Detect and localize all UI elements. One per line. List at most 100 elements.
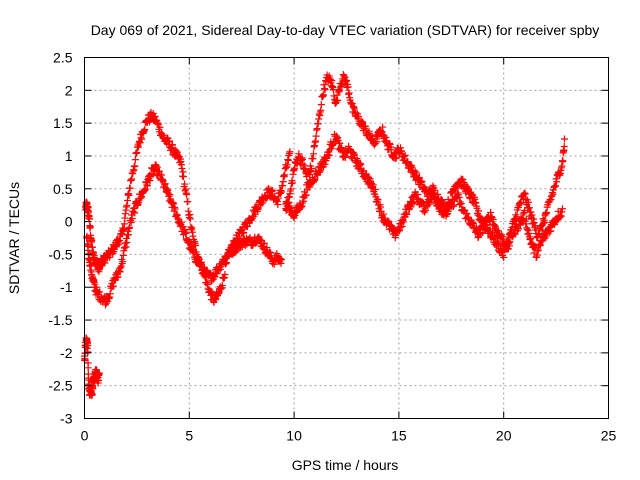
data-point <box>131 162 139 170</box>
data-point <box>274 201 282 209</box>
data-point <box>500 253 508 261</box>
data-point <box>516 221 524 229</box>
y-tick-label: -1 <box>60 279 73 295</box>
plot-frame <box>84 57 609 419</box>
data-point <box>221 270 229 278</box>
data-point <box>522 215 530 223</box>
data-point <box>552 182 560 190</box>
data-point <box>409 200 417 208</box>
data-point <box>84 242 92 250</box>
data-point <box>403 210 411 218</box>
data-point <box>481 225 489 233</box>
y-tick-label: 0.5 <box>53 181 73 197</box>
y-tick-label: -0.5 <box>48 246 72 262</box>
data-point <box>143 182 151 190</box>
data-point <box>334 96 342 104</box>
x-tick-label: 10 <box>286 428 302 444</box>
data-point <box>103 299 111 307</box>
y-tick-label: -3 <box>60 411 73 427</box>
data-point <box>119 257 127 265</box>
data-point <box>153 163 161 171</box>
data-point <box>156 123 164 131</box>
data-point <box>218 281 226 289</box>
chart-title: Day 069 of 2021, Sidereal Day-to-day VTE… <box>91 22 600 38</box>
data-point <box>262 194 270 202</box>
x-tick-label: 20 <box>496 428 512 444</box>
data-point <box>127 219 135 227</box>
data-point <box>528 211 536 219</box>
data-point <box>444 207 452 215</box>
data-point <box>169 141 177 149</box>
data-point <box>96 288 104 296</box>
data-point <box>560 135 568 143</box>
data-point <box>307 164 315 172</box>
data-point <box>126 223 134 231</box>
data-point <box>278 188 286 196</box>
data-point <box>95 369 103 377</box>
data-point <box>311 175 319 183</box>
data-point <box>316 167 324 175</box>
data-point <box>184 198 192 206</box>
x-tick-label: 0 <box>81 428 89 444</box>
data-point <box>371 139 379 147</box>
data-point <box>278 255 286 263</box>
data-point <box>401 151 409 159</box>
data-point <box>131 156 139 164</box>
data-point <box>506 238 514 246</box>
data-point <box>186 215 194 223</box>
data-point <box>396 223 404 231</box>
data-point <box>418 177 426 185</box>
data-point <box>180 173 188 181</box>
data-point <box>348 100 356 108</box>
data-point <box>269 187 277 195</box>
data-point <box>519 210 527 218</box>
data-point <box>431 186 439 194</box>
data-point <box>558 205 566 213</box>
data-point <box>406 162 414 170</box>
y-tick-label: -2.5 <box>48 378 72 394</box>
data-point <box>380 210 388 218</box>
y-tick-label: 0 <box>65 214 73 230</box>
y-tick-label: 1 <box>65 148 73 164</box>
data-point <box>128 215 136 223</box>
data-point <box>89 385 97 393</box>
data-point <box>333 98 341 106</box>
data-point <box>101 259 109 267</box>
data-point <box>411 167 419 175</box>
series-track-c <box>81 334 103 399</box>
data-point <box>415 173 423 181</box>
data-point <box>165 137 173 145</box>
data-point <box>341 73 349 81</box>
data-point <box>302 191 310 199</box>
data-point <box>404 158 412 166</box>
data-point <box>312 132 320 140</box>
data-point <box>136 139 144 147</box>
data-point <box>319 91 327 99</box>
data-point <box>123 238 131 246</box>
data-point <box>181 180 189 188</box>
data-point <box>106 290 114 298</box>
series-track-e <box>282 130 566 261</box>
data-point <box>170 200 178 208</box>
x-axis-label: GPS time / hours <box>292 457 399 473</box>
data-point <box>379 123 387 131</box>
data-point <box>317 101 325 109</box>
data-point <box>336 139 344 147</box>
data-point <box>344 83 352 91</box>
data-point <box>286 148 294 156</box>
data-point <box>141 125 149 133</box>
data-point <box>185 236 193 244</box>
data-point <box>371 186 379 194</box>
data-point <box>125 191 133 199</box>
data-point <box>336 87 344 95</box>
data-point <box>350 150 358 158</box>
data-point <box>298 199 306 207</box>
data-point <box>489 229 497 237</box>
data-point <box>543 209 551 217</box>
data-point <box>459 175 467 183</box>
series-track-d <box>282 71 568 261</box>
data-point <box>109 282 117 290</box>
data-point <box>521 207 529 215</box>
data-point <box>171 205 179 213</box>
